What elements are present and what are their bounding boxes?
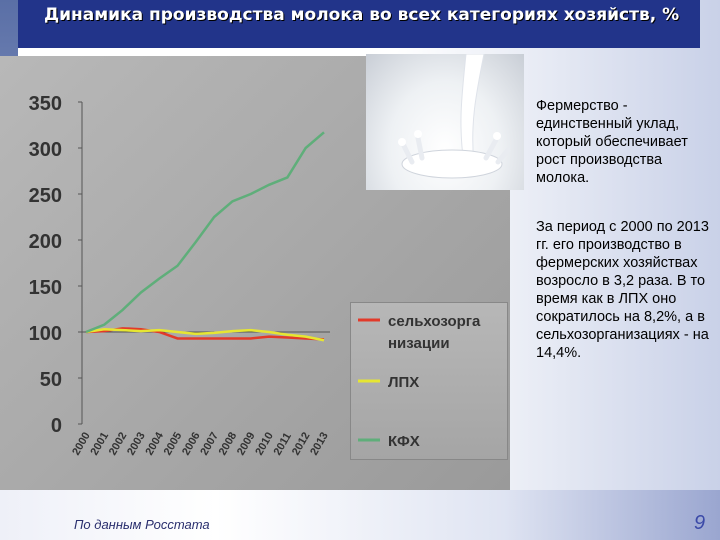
slide-title: Динамика производства молока во всех кат…	[44, 5, 680, 25]
y-tick-label: 200	[29, 231, 62, 253]
footer-band	[0, 490, 720, 540]
legend-label: низации	[388, 335, 450, 352]
y-tick-label: 100	[29, 323, 62, 345]
y-tick-label: 150	[29, 277, 62, 299]
line-chart: 0501001502002503003502000200120022003200…	[29, 93, 481, 458]
y-tick-label: 50	[40, 369, 62, 391]
series-line-kfh	[85, 131, 325, 334]
y-tick-label: 250	[29, 185, 62, 207]
legend-label: ЛПХ	[388, 374, 419, 391]
y-tick-label: 350	[29, 93, 62, 115]
title-bar: Динамика производства молока во всех кат…	[18, 0, 700, 48]
legend-label: КФХ	[388, 433, 420, 450]
y-tick-label: 0	[51, 415, 62, 437]
series-line-selkhoz	[85, 327, 325, 341]
milk-splash-image	[366, 53, 524, 190]
side-paragraph-farming: Фермерство - единственный уклад, который…	[536, 98, 688, 186]
series-line-lph	[85, 327, 325, 342]
milk-splash-drawing	[398, 53, 511, 179]
page-number: 9	[694, 512, 706, 534]
y-tick-label: 300	[29, 139, 62, 161]
data-source-note: По данным Росстата	[74, 517, 210, 532]
side-paragraph-statistics: За период с 2000 по 2013 гг. его произво…	[536, 219, 709, 361]
legend-label: сельхозорга	[388, 313, 481, 330]
